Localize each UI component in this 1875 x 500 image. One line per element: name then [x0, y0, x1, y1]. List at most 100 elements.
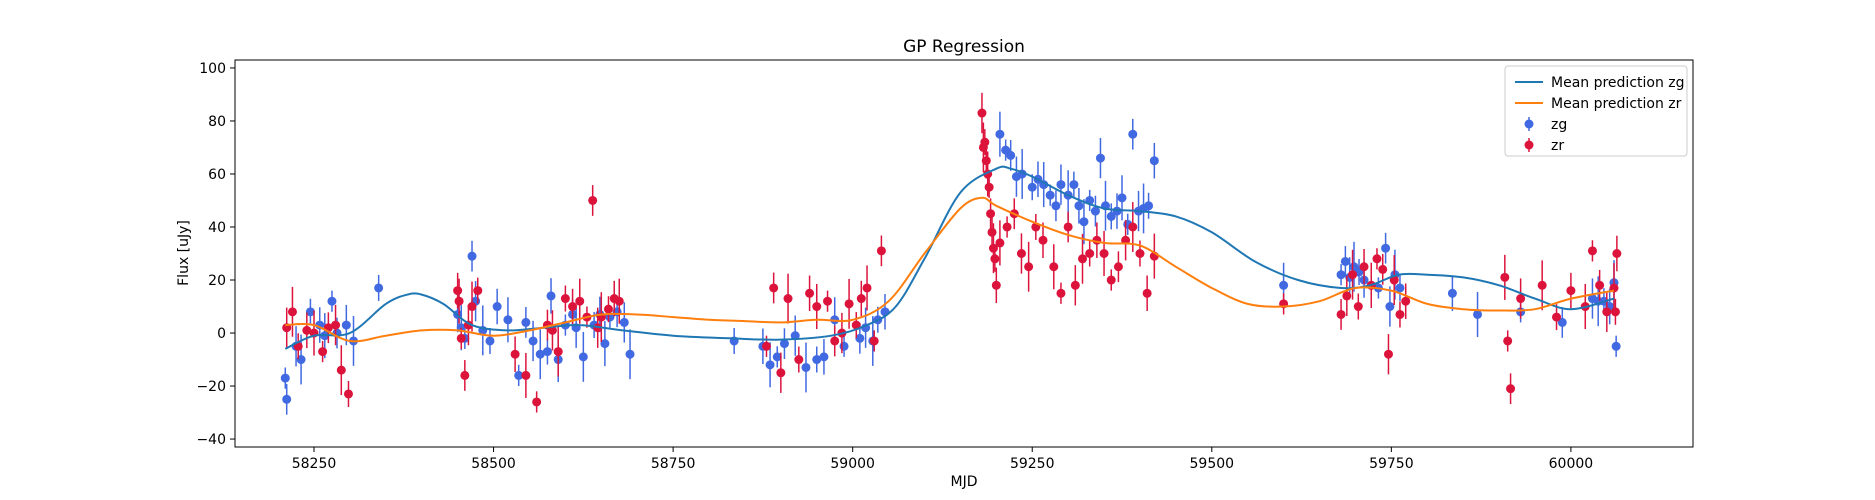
zr-point: [1537, 280, 1547, 290]
zr-point: [453, 286, 463, 296]
zg-point: [1117, 193, 1127, 203]
zr-point: [1378, 264, 1388, 274]
zr-point: [1135, 249, 1145, 258]
zr-point: [1389, 275, 1399, 285]
zr-point: [862, 283, 872, 293]
zr-point: [986, 209, 996, 219]
zr-point: [1056, 288, 1066, 298]
zg-point: [528, 336, 538, 346]
zr-point: [318, 347, 328, 357]
zg-point: [1045, 190, 1055, 200]
zg-point: [765, 360, 775, 370]
zg-point: [779, 339, 789, 349]
y-tick-label-0: −40: [196, 432, 226, 448]
x-axis-label: MJD: [951, 474, 978, 490]
zr-point: [454, 296, 464, 306]
zg-point: [546, 291, 556, 301]
zg-point: [1051, 201, 1061, 211]
legend-label-line-1: Mean prediction zr: [1551, 96, 1682, 112]
zr-point: [1552, 312, 1562, 322]
zg-point: [341, 320, 351, 330]
zg-point: [578, 352, 588, 362]
zg-point: [1144, 201, 1154, 211]
zr-point: [1595, 280, 1605, 290]
zr-point: [521, 370, 531, 380]
zr-point: [1142, 288, 1152, 298]
zr-point: [1070, 280, 1080, 290]
legend-box: [1504, 65, 1688, 157]
zr-point: [1078, 254, 1088, 264]
zr-point: [1500, 272, 1510, 282]
zg-point: [1611, 341, 1621, 351]
zr-point: [1024, 262, 1034, 272]
zr-point: [761, 341, 771, 351]
zr-point: [1610, 307, 1620, 317]
zr-point: [984, 182, 994, 192]
y-axis: −40 −20 0 20 40 60 80 100: [196, 61, 235, 448]
zg-point: [1128, 129, 1138, 139]
zr-point: [990, 254, 1000, 264]
zr-point: [456, 333, 466, 343]
zg-point: [327, 296, 337, 306]
y-tick-label-2: 0: [217, 326, 226, 342]
zg-point: [282, 394, 292, 404]
zr-point: [977, 108, 987, 118]
line-0: [284, 165, 1615, 350]
y-tick-label-5: 60: [208, 167, 226, 183]
zg-point: [467, 251, 477, 261]
zg-point: [600, 339, 610, 349]
zr-point: [1516, 294, 1526, 304]
zr-point: [510, 349, 520, 359]
zr-point: [823, 296, 833, 306]
zg-point: [1149, 156, 1159, 166]
zr-point: [1336, 309, 1346, 319]
zr-point: [980, 137, 990, 147]
legend-label-series-0: zg: [1551, 117, 1567, 133]
zr-point: [991, 280, 1001, 290]
legend-marker-swatch-0: [1524, 119, 1534, 129]
zr-point: [856, 294, 866, 304]
x-axis: 58250 58500 58750 59000 59250 59500 59750 60000: [292, 447, 1593, 472]
zg-point: [772, 352, 782, 362]
x-tick-label-3: 59000: [830, 456, 875, 472]
zg-point: [485, 336, 495, 346]
zr-point: [1063, 222, 1073, 232]
zg-point: [535, 349, 545, 359]
zr-point: [981, 156, 991, 166]
zg-point: [995, 129, 1005, 139]
zr-point: [568, 302, 578, 312]
zr-point: [343, 389, 353, 399]
zr-point: [331, 320, 341, 330]
y-tick-label-7: 100: [199, 61, 226, 77]
zg-point: [280, 373, 290, 383]
zg-point: [542, 347, 552, 357]
zr-point: [575, 296, 585, 306]
zr-point: [988, 243, 998, 253]
x-tick-label-6: 59750: [1369, 456, 1414, 472]
zr-point: [1353, 302, 1363, 312]
legend: Mean prediction zg Mean prediction zr zg zr: [1504, 65, 1688, 157]
zg-point: [619, 317, 629, 327]
zg-point: [374, 283, 384, 293]
zr-point: [1002, 222, 1012, 232]
zr-point: [1016, 249, 1026, 258]
legend-label-series-1: zr: [1551, 138, 1564, 154]
zr-point: [1038, 235, 1048, 245]
zg-point: [1095, 153, 1105, 163]
zr-point: [1099, 249, 1109, 258]
zr-point: [1128, 222, 1138, 232]
zg-point: [492, 302, 502, 312]
zr-point: [1395, 309, 1405, 319]
zg-point: [1074, 201, 1084, 211]
zg-point: [855, 333, 865, 343]
zg-point: [1557, 317, 1567, 327]
zg-point: [790, 331, 800, 341]
line-1: [285, 196, 1615, 343]
zg-point: [1395, 283, 1405, 293]
zr-point: [532, 397, 542, 407]
zr-point: [1049, 262, 1059, 272]
y-tick-label-1: −20: [196, 379, 226, 395]
zg-point: [1112, 206, 1122, 216]
zr-point: [783, 294, 793, 304]
zg-point: [1027, 182, 1037, 192]
